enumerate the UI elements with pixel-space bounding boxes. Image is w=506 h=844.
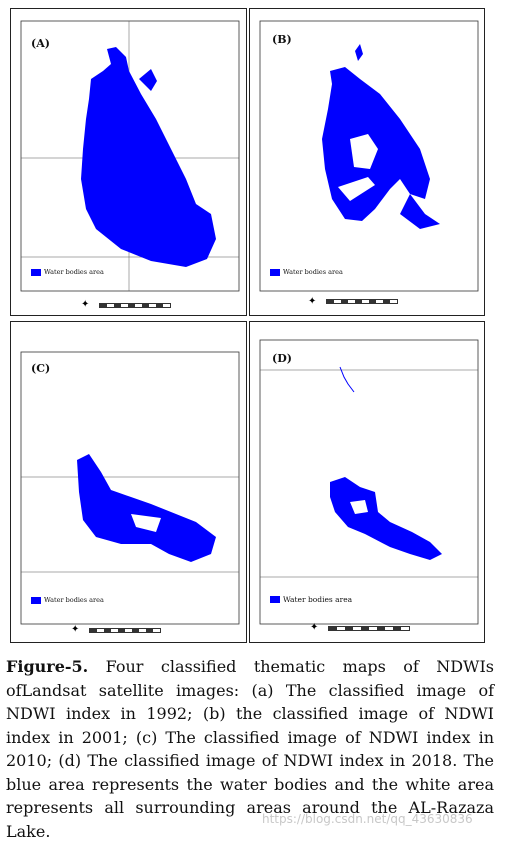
panel-a-legend: Water bodies area — [31, 268, 104, 276]
map-c-canvas — [20, 351, 240, 625]
figure-caption: Figure-5. Four classified thematic maps … — [6, 655, 494, 843]
map-panel-b: (B) Water bodies area ✦ — [249, 8, 485, 316]
scale-bar-icon — [99, 303, 171, 308]
panel-d-label: (D) — [272, 352, 292, 365]
water-legend-swatch — [270, 268, 280, 276]
panel-d-legend: Water bodies area — [270, 595, 352, 604]
water-body-shape — [322, 67, 430, 221]
compass-rose-icon: ✦ — [310, 622, 319, 633]
scale-bar-icon — [89, 628, 161, 633]
map-panel-c: (C) Water bodies area ✦ — [10, 321, 247, 643]
water-body-shape — [330, 477, 442, 560]
panel-b-legend: Water bodies area — [270, 268, 343, 276]
map-panel-d: (D) Water bodies area ✦ — [249, 321, 485, 643]
water-legend-swatch — [31, 268, 41, 276]
legend-label: Water bodies area — [283, 595, 353, 604]
panel-b-label: (B) — [272, 33, 292, 46]
compass-rose-icon: ✦ — [71, 624, 80, 635]
legend-label: Water bodies area — [283, 268, 343, 276]
scale-bar-icon — [326, 299, 398, 304]
watermark: https://blog.csdn.net/qq_43630836 — [262, 812, 473, 826]
panel-c-label: (C) — [31, 362, 51, 375]
water-legend-swatch — [270, 596, 280, 603]
legend-label: Water bodies area — [44, 596, 104, 604]
map-a-canvas — [20, 20, 240, 292]
water-body-shape — [81, 47, 216, 267]
caption-lead: Figure-5. — [6, 657, 89, 676]
map-d-canvas — [259, 339, 479, 625]
map-b-canvas — [259, 20, 479, 292]
panel-a-label: (A) — [31, 37, 50, 50]
compass-rose-icon: ✦ — [308, 296, 317, 307]
panel-c-legend: Water bodies area — [31, 596, 104, 604]
compass-rose-icon: ✦ — [81, 299, 90, 310]
caption-text: Four classified thematic maps of NDWIs o… — [6, 657, 494, 841]
water-body-shape — [77, 454, 216, 562]
map-panel-a: (A) Water bodies area ✦ — [10, 8, 247, 316]
water-legend-swatch — [31, 596, 41, 604]
legend-label: Water bodies area — [44, 268, 104, 276]
scale-bar-icon — [328, 626, 410, 631]
